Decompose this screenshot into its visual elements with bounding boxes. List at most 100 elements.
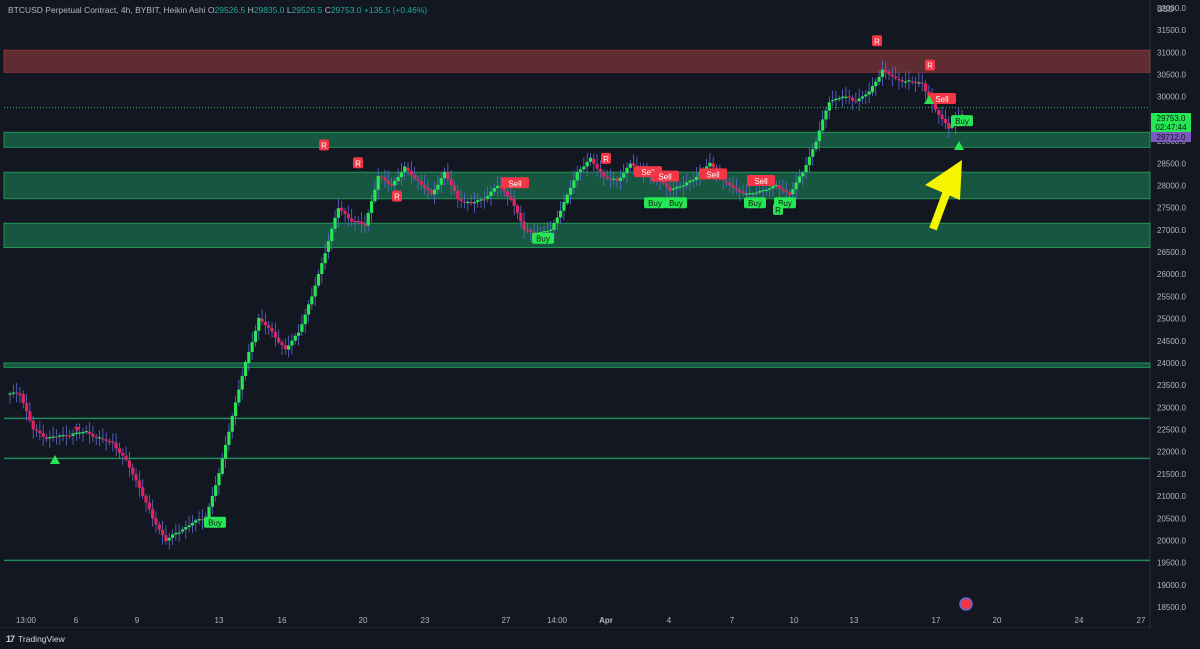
x-tick-label: 27 bbox=[1137, 616, 1146, 625]
candle-body bbox=[250, 342, 254, 352]
candle-body bbox=[154, 518, 158, 525]
y-tick-label: 20500.0 bbox=[1157, 514, 1186, 523]
tradingview-brand[interactable]: 17 TradingView bbox=[6, 634, 65, 644]
candle-body bbox=[797, 176, 802, 183]
candle-body bbox=[316, 273, 321, 286]
y-tick-label: 19500.0 bbox=[1157, 559, 1186, 568]
candle-body bbox=[290, 340, 294, 346]
candle-body bbox=[306, 304, 311, 315]
candle-body bbox=[160, 529, 165, 536]
candle-body bbox=[880, 69, 884, 77]
candle-body bbox=[479, 199, 483, 201]
candle-body bbox=[917, 82, 921, 84]
signal-r-badge bbox=[773, 203, 783, 215]
candle-body bbox=[247, 351, 251, 363]
candle-body bbox=[476, 200, 480, 203]
candle-body bbox=[11, 392, 15, 394]
candle-body bbox=[111, 441, 115, 443]
signal-r-label: R bbox=[775, 206, 781, 215]
candle-body bbox=[578, 169, 583, 173]
candle-body bbox=[671, 188, 676, 190]
candle-body bbox=[585, 161, 589, 167]
currency-label: USD bbox=[1157, 5, 1174, 14]
candle-body bbox=[51, 436, 55, 438]
candle-body bbox=[940, 114, 944, 120]
candle-body bbox=[386, 180, 390, 184]
candle-body bbox=[393, 180, 397, 186]
candle-body bbox=[678, 186, 682, 188]
candle-body bbox=[237, 389, 241, 403]
candle-body bbox=[675, 186, 679, 189]
candle-body bbox=[84, 431, 88, 433]
candle-body bbox=[811, 149, 815, 157]
candle-body bbox=[452, 185, 457, 192]
candle-body bbox=[121, 452, 125, 456]
candle-body bbox=[741, 191, 745, 194]
candle-body bbox=[24, 402, 29, 412]
candle-body bbox=[827, 102, 831, 111]
candle-body bbox=[147, 502, 151, 510]
candle-body bbox=[840, 96, 845, 99]
low-value: 29526.5 bbox=[291, 5, 323, 15]
candle-body bbox=[486, 196, 490, 199]
symbol-title[interactable]: BTCUSD Perpetual Contract, 4h, BYBIT, He… bbox=[8, 5, 206, 15]
resistance-zone-0 bbox=[3, 49, 1151, 73]
candle-body bbox=[48, 437, 52, 439]
arrow-head-icon bbox=[925, 160, 962, 200]
candle-body bbox=[320, 263, 324, 274]
signal-buy-label: Buy bbox=[669, 199, 683, 208]
candle-body bbox=[277, 337, 281, 343]
candle-body bbox=[94, 436, 98, 438]
candle-body bbox=[900, 80, 904, 82]
candle-body bbox=[492, 188, 496, 192]
candle-body bbox=[588, 157, 593, 162]
y-tick-label: 31000.0 bbox=[1157, 48, 1186, 57]
signal-buy-label: Buy bbox=[748, 199, 762, 208]
candle-body bbox=[552, 223, 556, 230]
candle-body bbox=[559, 210, 563, 218]
candle-body bbox=[724, 181, 729, 183]
candle-body bbox=[363, 223, 367, 226]
candle-body bbox=[287, 345, 291, 350]
candle-body bbox=[824, 110, 828, 120]
high-label: H bbox=[247, 5, 254, 15]
candle-body bbox=[860, 96, 865, 99]
candle-body bbox=[273, 331, 277, 338]
y-tick-label: 21000.0 bbox=[1157, 492, 1186, 501]
candle-body bbox=[708, 162, 712, 167]
candle-body bbox=[217, 473, 221, 486]
candle-body bbox=[104, 439, 108, 441]
signal-sell-label: Sell bbox=[935, 95, 949, 104]
candle-body bbox=[688, 180, 692, 183]
candle-body bbox=[38, 430, 42, 434]
candle-body bbox=[771, 185, 775, 189]
candle-body bbox=[310, 296, 314, 305]
y-tick-label: 32000.0 bbox=[1157, 4, 1186, 13]
support-zone-1 bbox=[3, 131, 1151, 148]
brand-name: TradingView bbox=[18, 634, 65, 644]
x-tick-label: 23 bbox=[421, 616, 430, 625]
candle-body bbox=[685, 182, 689, 186]
candle-body bbox=[937, 110, 941, 115]
candle-body bbox=[233, 402, 238, 417]
candle-body bbox=[781, 188, 785, 191]
candle-body bbox=[784, 190, 788, 193]
candle-body bbox=[764, 189, 768, 192]
candle-body bbox=[738, 189, 742, 192]
candle-body bbox=[436, 184, 440, 190]
candle-body bbox=[373, 189, 377, 202]
signal-r-label: R bbox=[927, 62, 933, 71]
candle-body bbox=[369, 201, 374, 213]
candle-body bbox=[350, 218, 354, 222]
candle-body bbox=[628, 163, 632, 168]
candle-body bbox=[625, 167, 629, 174]
signal-sell-badge bbox=[501, 177, 529, 189]
candle-body bbox=[711, 163, 715, 168]
candle-body bbox=[429, 190, 433, 194]
candle-body bbox=[197, 519, 201, 521]
candle-body bbox=[187, 525, 191, 528]
signal-r-label: R bbox=[321, 142, 327, 151]
candle-body bbox=[227, 431, 231, 445]
